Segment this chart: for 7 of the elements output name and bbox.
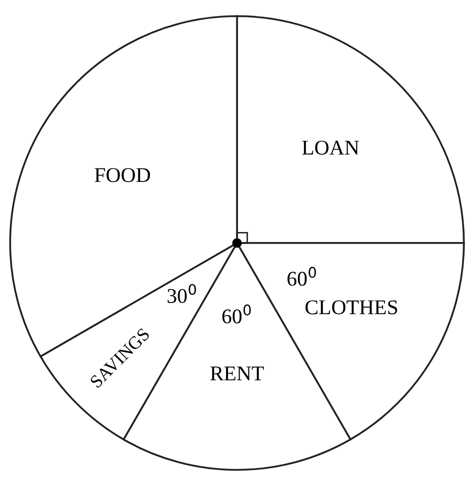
slice-label: RENT <box>210 366 264 380</box>
slice-label: CLOTHES <box>306 300 398 314</box>
data-label: 60$^{0}$ <box>222 304 251 324</box>
data-label: 30$^{0}$ <box>168 284 196 304</box>
slice-label: FOOD <box>94 168 150 182</box>
slice-label: LOAN <box>302 140 359 155</box>
data-label: 60$^{0}$ <box>288 266 316 286</box>
